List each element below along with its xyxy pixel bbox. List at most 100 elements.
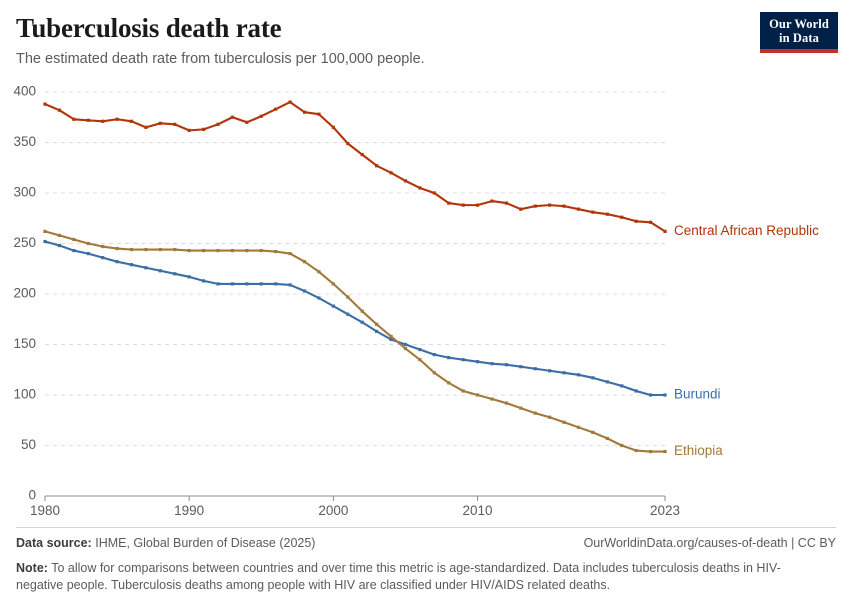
- series-point: [144, 266, 148, 270]
- y-axis-tick-label: 250: [13, 235, 36, 250]
- series-point: [202, 279, 206, 283]
- y-axis-tick-label: 400: [13, 84, 36, 99]
- owid-logo[interactable]: Our World in Data: [760, 12, 838, 53]
- y-axis-tick-label: 300: [13, 185, 36, 200]
- series-point: [403, 179, 408, 183]
- series-point: [475, 360, 480, 364]
- series-point: [389, 171, 393, 175]
- series-point: [504, 401, 508, 405]
- series-point: [504, 201, 508, 205]
- series-line[interactable]: [43, 230, 667, 453]
- series-point: [173, 122, 177, 126]
- series-point: [144, 125, 148, 129]
- x-axis-tick-label: 1980: [30, 503, 60, 518]
- series-end-label[interactable]: Central African Republic: [674, 223, 819, 238]
- series-line[interactable]: [43, 240, 667, 397]
- series-point: [57, 233, 62, 238]
- series-point: [115, 246, 119, 251]
- series-point: [86, 252, 90, 256]
- series-point: [634, 448, 638, 453]
- series-point: [346, 295, 350, 299]
- series-point: [317, 112, 321, 116]
- series-end-label[interactable]: Ethiopia: [674, 443, 723, 458]
- series-point: [331, 125, 335, 129]
- series-point: [101, 119, 105, 123]
- series-point: [403, 346, 408, 351]
- series-point: [288, 283, 292, 287]
- series-point: [173, 247, 177, 252]
- series-point: [432, 371, 436, 375]
- series-point: [533, 411, 537, 415]
- line-chart-svg: 0 50 100 150 200 250 300 350 400 1980 1990 2000 2010…: [13, 84, 819, 518]
- series-point: [576, 425, 581, 429]
- series-point: [648, 220, 653, 224]
- footer-note: Note: To allow for comparisons between c…: [16, 560, 806, 594]
- owid-link[interactable]: OurWorldinData.org/causes-of-death | CC …: [583, 536, 836, 550]
- data-source-text: IHME, Global Burden of Disease (2025): [95, 536, 316, 550]
- data-source-label: Data source:: [16, 536, 92, 550]
- series-point: [461, 358, 465, 362]
- series-point: [548, 203, 552, 207]
- series-end-label[interactable]: Burundi: [674, 387, 721, 402]
- series-point: [115, 117, 119, 121]
- series-point: [43, 229, 47, 233]
- series-point: [548, 369, 552, 373]
- series-point: [86, 118, 90, 122]
- page-title: Tuberculosis death rate: [16, 13, 282, 43]
- series-point: [259, 248, 263, 253]
- series-point: [72, 117, 76, 121]
- series-point: [663, 229, 667, 233]
- series-point: [663, 393, 667, 397]
- series-point: [533, 204, 537, 208]
- series-point: [432, 353, 436, 357]
- series-line[interactable]: [43, 101, 667, 233]
- series-point: [418, 347, 422, 352]
- footer-divider: [16, 527, 836, 528]
- series-point: [591, 430, 595, 434]
- series-point: [389, 334, 393, 339]
- series-point: [259, 114, 263, 118]
- series-point: [302, 289, 307, 293]
- series-point: [490, 199, 494, 203]
- x-axis-tick-label: 2010: [463, 503, 493, 518]
- series-point: [620, 443, 624, 448]
- series-point: [519, 207, 523, 211]
- series-point: [461, 389, 465, 393]
- chart-header: Tuberculosis death rate The estimated de…: [16, 12, 746, 68]
- series-point: [548, 415, 552, 419]
- y-axis-tick-label: 50: [21, 437, 36, 452]
- y-axis-tick-label: 200: [13, 286, 36, 301]
- series-point: [360, 320, 364, 324]
- series-point: [86, 241, 90, 246]
- series-point: [519, 365, 523, 369]
- series-point: [418, 186, 422, 190]
- footer-note-label: Note:: [16, 561, 48, 575]
- chart-footer: Data source: IHME, Global Burden of Dise…: [16, 527, 836, 594]
- series-point: [447, 356, 451, 360]
- series-point: [216, 122, 220, 126]
- series-point: [43, 102, 47, 106]
- series-point: [129, 263, 134, 267]
- series-point: [245, 282, 249, 286]
- series-point: [101, 256, 105, 260]
- series-point: [389, 337, 393, 342]
- chart-plot-area: 0 50 100 150 200 250 300 350 400 1980 1990 2000 2010…: [0, 72, 850, 522]
- series-point: [620, 215, 624, 219]
- series-point: [375, 329, 379, 333]
- series-point: [101, 244, 105, 249]
- series-point: [202, 248, 206, 253]
- series-point: [562, 204, 566, 208]
- series-point: [605, 380, 609, 384]
- series-point: [187, 275, 191, 279]
- footer-note-text: To allow for comparisons between countri…: [16, 561, 781, 592]
- x-axis-tick-label: 2023: [650, 503, 680, 518]
- y-axis-tick-label: 0: [28, 488, 36, 503]
- series-point: [158, 269, 162, 273]
- series-point: [331, 282, 335, 286]
- series-point: [187, 248, 191, 253]
- series-point: [447, 201, 451, 205]
- series-point: [418, 358, 422, 362]
- series-point: [475, 393, 480, 397]
- series-point: [72, 237, 76, 242]
